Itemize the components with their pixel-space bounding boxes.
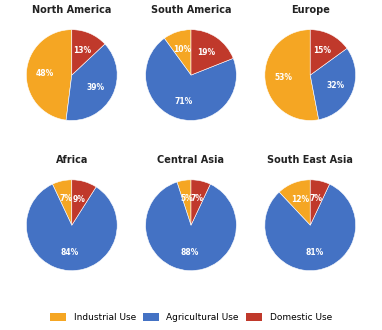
Text: 7%: 7%: [59, 194, 72, 203]
Text: 71%: 71%: [174, 97, 193, 106]
Title: South America: South America: [151, 5, 231, 15]
Text: 19%: 19%: [197, 48, 215, 57]
Title: South East Asia: South East Asia: [267, 155, 353, 165]
Text: 48%: 48%: [36, 69, 54, 78]
Wedge shape: [52, 180, 72, 225]
Wedge shape: [310, 49, 356, 120]
Wedge shape: [191, 180, 210, 225]
Wedge shape: [191, 30, 233, 75]
Title: Europe: Europe: [291, 5, 330, 15]
Text: 13%: 13%: [73, 46, 92, 54]
Text: 9%: 9%: [73, 195, 86, 204]
Text: 7%: 7%: [191, 194, 204, 203]
Wedge shape: [66, 44, 117, 120]
Wedge shape: [310, 30, 347, 75]
Title: North America: North America: [32, 5, 112, 15]
Text: 12%: 12%: [291, 195, 309, 204]
Text: 84%: 84%: [61, 248, 79, 257]
Text: 88%: 88%: [180, 248, 199, 257]
Wedge shape: [26, 30, 72, 120]
Wedge shape: [72, 180, 96, 225]
Text: 15%: 15%: [314, 46, 332, 55]
Wedge shape: [146, 38, 236, 120]
Text: 7%: 7%: [310, 194, 323, 203]
Wedge shape: [279, 180, 310, 225]
Legend: Industrial Use, Agricultural Use, Domestic Use: Industrial Use, Agricultural Use, Domest…: [47, 309, 335, 325]
Text: 53%: 53%: [274, 73, 292, 82]
Text: 5%: 5%: [180, 194, 193, 203]
Wedge shape: [310, 180, 330, 225]
Text: 32%: 32%: [327, 81, 345, 90]
Wedge shape: [146, 182, 236, 271]
Wedge shape: [164, 30, 191, 75]
Text: 10%: 10%: [173, 45, 192, 54]
Wedge shape: [177, 180, 191, 225]
Wedge shape: [265, 184, 356, 271]
Text: 81%: 81%: [305, 248, 324, 257]
Wedge shape: [72, 30, 105, 75]
Text: 39%: 39%: [87, 83, 105, 92]
Title: Africa: Africa: [56, 155, 88, 165]
Title: Central Asia: Central Asia: [157, 155, 225, 165]
Wedge shape: [265, 30, 319, 120]
Wedge shape: [26, 184, 117, 271]
